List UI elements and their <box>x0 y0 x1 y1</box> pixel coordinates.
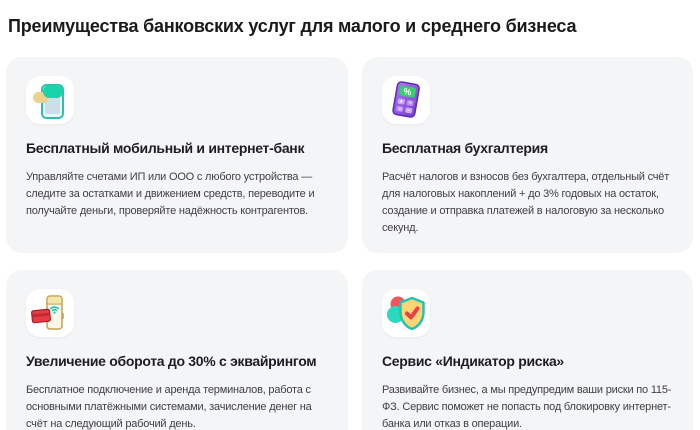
card-description: Управляйте счетами ИП или ООО с любого у… <box>26 171 315 217</box>
card-description: Расчёт налогов и взносов без бухгалтера,… <box>382 171 670 234</box>
acquiring-terminal-icon <box>26 289 74 337</box>
card-title: Сервис «Индикатор риска» <box>382 353 564 369</box>
card-title: Бесплатный мобильный и интернет-банк <box>26 140 305 156</box>
card-description: Развивайте бизнес, а мы предупредим ваши… <box>382 384 672 430</box>
svg-text:=: = <box>397 106 402 113</box>
card-description: Бесплатное подключение и аренда терминал… <box>26 384 312 430</box>
svg-text:÷: ÷ <box>408 101 413 108</box>
card-acquiring: Увеличение оборота до 30% с эквайрингом … <box>6 270 348 430</box>
card-mobile-bank: Бесплатный мобильный и интернет-банк Упр… <box>6 57 348 253</box>
section-heading: Преимущества банковских услуг для малого… <box>8 16 577 36</box>
svg-text:+: + <box>399 99 404 106</box>
card-title: Увеличение оборота до 30% с эквайрингом <box>26 353 317 369</box>
accounting-calculator-icon: % + ÷ = − <box>382 76 430 124</box>
card-accounting: % + ÷ = − Бесплатная бухгалтерия Расчёт … <box>362 57 693 253</box>
svg-text:%: % <box>403 86 413 97</box>
card-title: Бесплатная бухгалтерия <box>382 140 548 156</box>
mobile-bank-icon <box>26 76 74 124</box>
svg-text:−: − <box>406 108 411 115</box>
card-risk-indicator: Сервис «Индикатор риска» Развивайте бизн… <box>362 270 693 430</box>
risk-indicator-shield-icon <box>382 289 430 337</box>
benefits-cards-grid: Бесплатный мобильный и интернет-банк Упр… <box>6 57 693 430</box>
